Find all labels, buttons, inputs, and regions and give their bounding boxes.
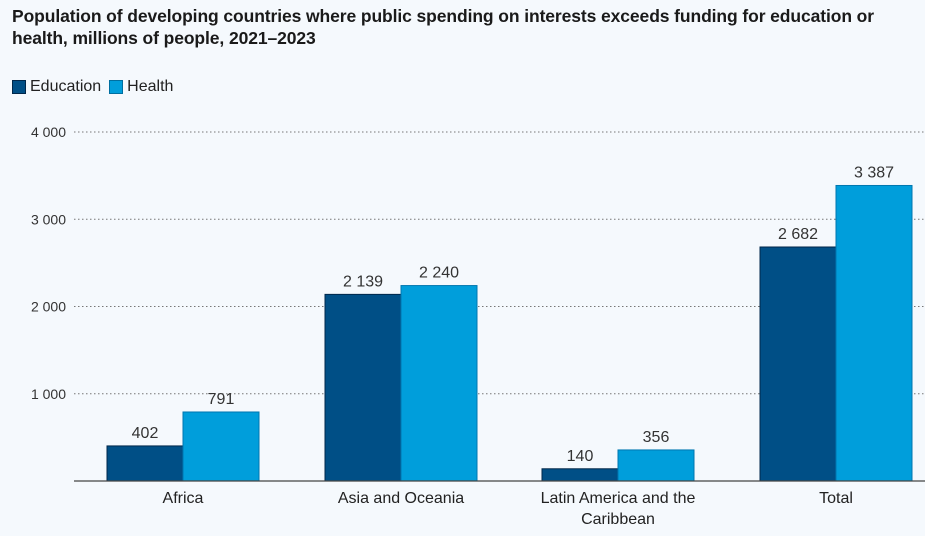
data-label-education: 140: [567, 448, 594, 465]
bar-health: [182, 411, 260, 482]
x-tick-label: Latin America and the: [541, 490, 696, 507]
x-tick-label: Caribbean: [581, 511, 655, 528]
legend: Education Health: [12, 78, 181, 96]
bar-education: [759, 246, 837, 482]
legend-item-health: Health: [109, 78, 173, 96]
data-label-health: 3 387: [854, 164, 894, 181]
legend-swatch-education: [12, 80, 26, 94]
chart-title: Population of developing countries where…: [12, 6, 874, 48]
data-label-health: 791: [208, 391, 235, 408]
bar-health: [835, 184, 913, 482]
x-tick-label: Asia and Oceania: [338, 490, 464, 507]
legend-item-education: Education: [12, 78, 101, 96]
bar-education: [541, 468, 619, 482]
data-label-health: 356: [643, 429, 670, 446]
bar-health: [400, 285, 478, 482]
y-tick-label: 2 000: [31, 299, 66, 315]
y-tick-label: 1 000: [31, 386, 66, 402]
x-tick-label: Africa: [163, 490, 204, 507]
y-tick-label: 4 000: [31, 124, 66, 140]
data-label-health: 2 240: [419, 265, 459, 282]
bar-education: [324, 293, 402, 482]
bar-education: [106, 445, 184, 482]
data-label-education: 2 682: [778, 226, 818, 243]
legend-label-education: Education: [30, 78, 102, 95]
y-tick-label: 3 000: [31, 211, 66, 227]
legend-swatch-health: [109, 80, 124, 94]
bar-health: [617, 449, 695, 482]
legend-label-health: Health: [127, 78, 174, 95]
data-label-education: 402: [132, 425, 159, 442]
data-label-education: 2 139: [343, 273, 383, 290]
x-tick-label: Total: [819, 490, 853, 507]
